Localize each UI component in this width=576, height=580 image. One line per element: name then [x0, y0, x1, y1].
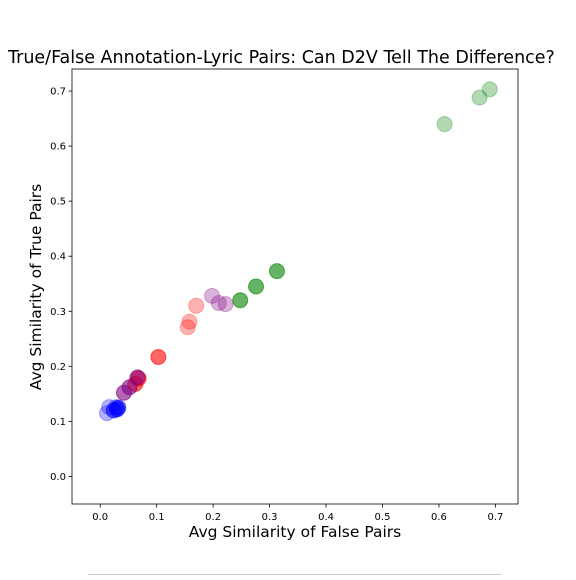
y-tick-label-4: 0.4 — [50, 252, 66, 263]
y-axis-ticks: 0.0 0.1 0.2 0.3 0.4 0.5 0.6 0.7 — [50, 87, 72, 483]
points-layer — [99, 81, 498, 422]
y-tick-label-1: 0.1 — [50, 417, 66, 428]
y-tick-label-0: 0.0 — [50, 472, 66, 483]
x-tick-label-0: 0.0 — [92, 512, 108, 523]
scatter-point-2-2 — [217, 296, 234, 313]
scatter-point-3-0 — [179, 319, 196, 336]
y-tick-label-6: 0.6 — [50, 142, 66, 153]
y-axis-label: Avg Similarity of True Pairs — [27, 184, 45, 390]
scatter-point-1-1 — [248, 278, 265, 295]
scatter-point-0-2 — [481, 81, 498, 98]
scatter-point-5-2 — [129, 369, 146, 386]
scatter-point-2-1 — [210, 295, 227, 312]
x-axis-label: Avg Similarity of False Pairs — [189, 523, 401, 541]
scatter-point-1-0 — [232, 292, 249, 309]
x-tick-label-2: 0.2 — [205, 512, 221, 523]
x-tick-label-4: 0.4 — [318, 512, 334, 523]
scatter-point-0-1 — [471, 89, 488, 106]
scatter-point-2-0 — [204, 287, 221, 304]
scatter-point-7-2 — [110, 399, 127, 416]
x-tick-label-7: 0.7 — [487, 512, 503, 523]
scatter-point-1-2 — [268, 263, 285, 280]
chart-title: True/False Annotation-Lyric Pairs: Can D… — [7, 48, 555, 68]
x-tick-label-1: 0.1 — [149, 512, 165, 523]
y-tick-label-3: 0.3 — [50, 307, 66, 318]
y-tick-label-5: 0.5 — [50, 197, 66, 208]
x-axis-ticks: 0.0 0.1 0.2 0.3 0.4 0.5 0.6 0.7 — [92, 504, 503, 523]
y-tick-label-7: 0.7 — [50, 87, 66, 98]
scatter-point-0-0 — [436, 116, 453, 133]
x-tick-label-3: 0.3 — [262, 512, 278, 523]
plot-frame — [71, 68, 519, 505]
scatter-point-3-2 — [188, 297, 205, 314]
scatter-point-4-2 — [150, 348, 167, 365]
x-tick-label-5: 0.5 — [375, 512, 391, 523]
x-tick-label-6: 0.6 — [431, 512, 447, 523]
scatter-point-3-1 — [181, 313, 198, 330]
y-tick-label-2: 0.2 — [50, 362, 66, 373]
